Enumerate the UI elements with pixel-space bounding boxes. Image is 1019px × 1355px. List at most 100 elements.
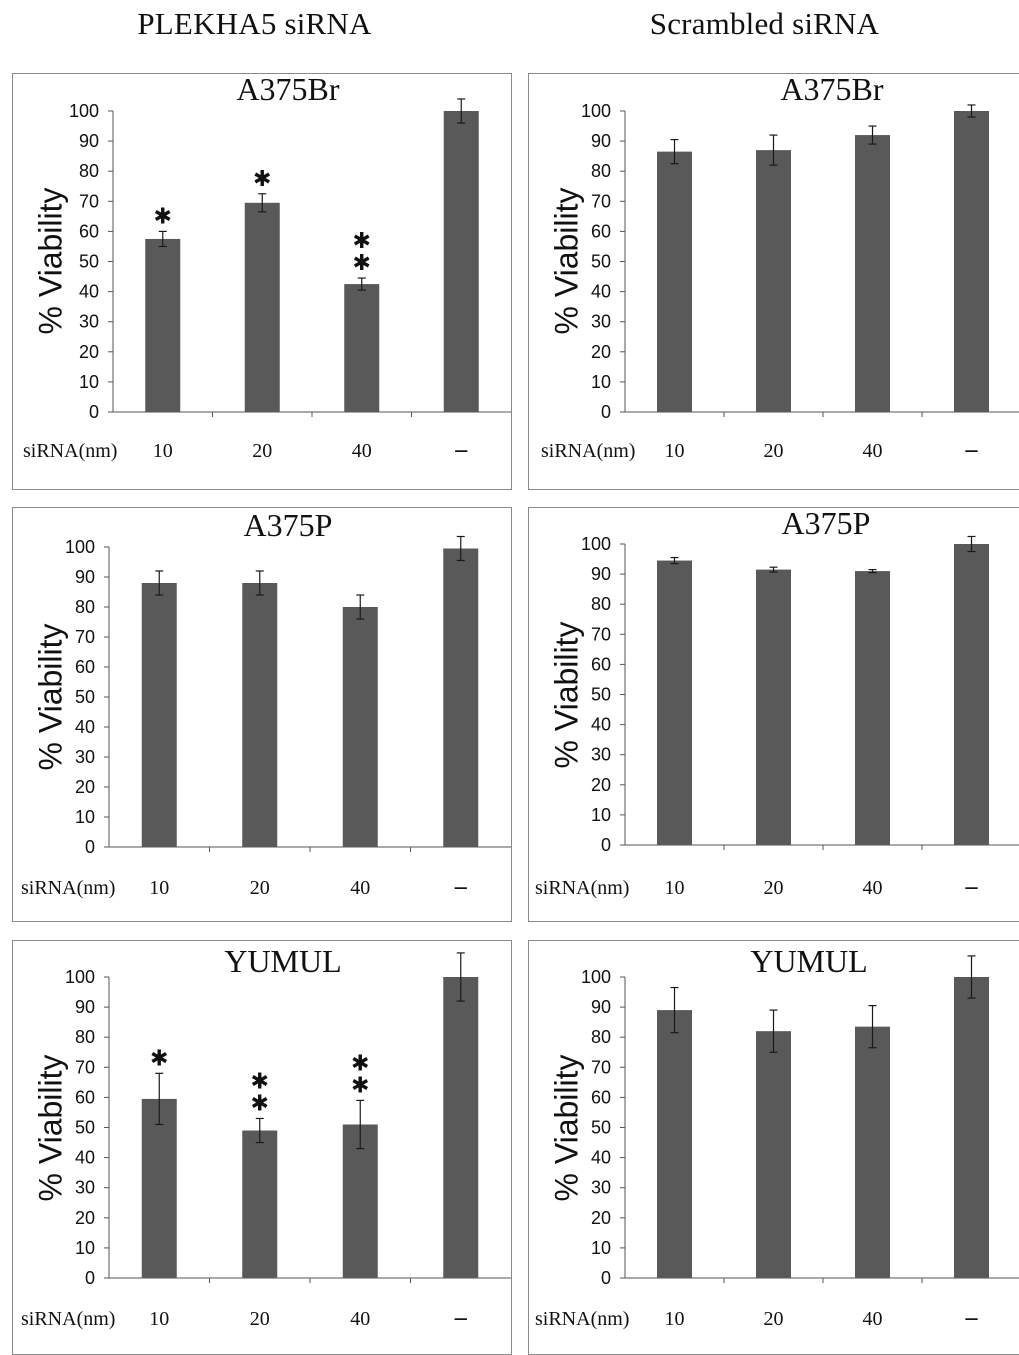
y-tick-label: 0 <box>601 1268 611 1288</box>
x-tick-label: – <box>454 437 468 463</box>
y-tick-label: 50 <box>591 252 611 272</box>
significance-asterisk: ✱ <box>351 1051 369 1076</box>
bar-yumul-control <box>443 977 479 1278</box>
y-tick-label: 90 <box>79 131 99 151</box>
x-tick-label: – <box>454 874 468 900</box>
chart-title: A375P <box>244 508 333 543</box>
y-tick-label: 40 <box>591 715 611 735</box>
y-tick-label: 80 <box>591 1027 611 1047</box>
bar-yumul-10 <box>141 1098 177 1278</box>
x-tick-label: – <box>454 1305 468 1331</box>
y-tick-label: 40 <box>75 717 95 737</box>
y-tick-label: 90 <box>591 564 611 584</box>
y-tick-label: 70 <box>591 624 611 644</box>
y-tick-label: 100 <box>581 967 611 987</box>
y-tick-label: 70 <box>591 191 611 211</box>
chart-title: A375Br <box>780 74 883 107</box>
chart-title: A375P <box>782 508 871 541</box>
y-tick-label: 30 <box>591 745 611 765</box>
chart-title: YUMUL <box>750 943 867 979</box>
y-tick-label: 100 <box>65 537 95 557</box>
column-header-plekha5: PLEKHA5 siRNA <box>137 6 372 41</box>
y-tick-label: 90 <box>591 997 611 1017</box>
x-tick-label: 10 <box>153 440 173 462</box>
y-tick-label: 10 <box>75 1238 95 1258</box>
x-axis-label: siRNA(nm) <box>535 877 629 899</box>
y-tick-label: 80 <box>75 597 95 617</box>
y-tick-label: 50 <box>591 1118 611 1138</box>
y-tick-label: 20 <box>591 775 611 795</box>
y-axis-label: % Viability <box>32 623 68 770</box>
x-axis-label: siRNA(nm) <box>21 877 115 899</box>
column-header-scrambled: Scrambled siRNA <box>649 6 880 41</box>
x-axis-label: siRNA(nm) <box>541 440 635 462</box>
y-tick-label: 100 <box>65 967 95 987</box>
y-tick-label: 50 <box>75 687 95 707</box>
y-tick-label: 40 <box>591 282 611 302</box>
bar-a375br-20 <box>756 150 791 412</box>
y-tick-label: 30 <box>75 1178 95 1198</box>
y-tick-label: 40 <box>75 1148 95 1168</box>
y-tick-label: 60 <box>75 1087 95 1107</box>
y-tick-label: 50 <box>75 1118 95 1138</box>
bar-yumul-10 <box>657 1010 692 1278</box>
y-tick-label: 90 <box>591 131 611 151</box>
y-tick-label: 50 <box>591 685 611 705</box>
y-axis-label: % Viability <box>32 1054 68 1201</box>
bar-a375br-10 <box>657 151 692 412</box>
x-tick-label: 20 <box>250 1308 270 1330</box>
bar-a375br-40 <box>855 135 890 412</box>
x-tick-label: 40 <box>863 440 883 462</box>
x-tick-label: 10 <box>665 440 685 462</box>
significance-asterisk: ✱ <box>253 167 271 192</box>
bar-chart-a375br-plekha5: A375Br % Viability 0 10 20 30 40 50 60 70 80 90 100 s… <box>23 74 511 463</box>
y-tick-label: 90 <box>75 567 95 587</box>
y-tick-label: 20 <box>75 777 95 797</box>
y-tick-label: 20 <box>79 342 99 362</box>
bar-yumul-40 <box>855 1026 890 1278</box>
significance-asterisk: ✱ <box>353 229 371 254</box>
y-tick-label: 20 <box>591 1208 611 1228</box>
y-tick-label: 30 <box>75 747 95 767</box>
x-tick-label: 20 <box>252 440 272 462</box>
x-axis-label: siRNA(nm) <box>23 440 117 462</box>
y-tick-label: 70 <box>75 1057 95 1077</box>
y-tick-label: 80 <box>75 1027 95 1047</box>
chart-panel-yumul-scrambled: YUMUL % Viability 0 10 20 30 40 50 60 70 80 90 100 si… <box>528 940 1019 1355</box>
bar-a375br-control <box>954 111 989 412</box>
y-tick-label: 100 <box>581 101 611 121</box>
significance-asterisk: ✱ <box>353 251 371 276</box>
y-tick-label: 40 <box>591 1148 611 1168</box>
x-axis-label: siRNA(nm) <box>535 1308 629 1330</box>
bar-a375p-10 <box>657 560 692 845</box>
y-axis-label: % Viability <box>548 621 584 768</box>
bar-yumul-40 <box>342 1124 378 1278</box>
y-tick-label: 90 <box>75 997 95 1017</box>
x-tick-label: 10 <box>665 877 685 899</box>
x-tick-label: 40 <box>352 440 372 462</box>
x-tick-label: 20 <box>764 440 784 462</box>
chart-panel-yumul-plekha5: YUMUL % Viability 0 10 20 30 40 50 60 70 80 90 100 si… <box>12 940 512 1355</box>
significance-asterisk: ✱ <box>251 1069 269 1094</box>
bar-chart-yumul-plekha5: YUMUL % Viability 0 10 20 30 40 50 60 70 80 90 100 si… <box>21 943 511 1331</box>
chart-title: YUMUL <box>224 943 341 979</box>
bar-a375p-40 <box>342 607 378 847</box>
y-tick-label: 60 <box>591 221 611 241</box>
chart-title: A375Br <box>236 74 339 107</box>
y-tick-label: 80 <box>591 594 611 614</box>
bar-chart-a375br-scrambled: A375Br % Viability 0 10 20 30 40 50 60 70 80 90 100 s… <box>541 74 1019 463</box>
significance-asterisk: ✱ <box>150 1046 168 1071</box>
y-tick-label: 70 <box>75 627 95 647</box>
x-tick-label: – <box>965 437 979 463</box>
y-tick-label: 20 <box>75 1208 95 1228</box>
chart-panel-a375br-scrambled: A375Br % Viability 0 10 20 30 40 50 60 70 80 90 100 s… <box>528 73 1019 490</box>
y-tick-label: 60 <box>591 1087 611 1107</box>
y-tick-label: 60 <box>591 654 611 674</box>
y-tick-label: 50 <box>79 252 99 272</box>
bar-a375p-control <box>954 544 989 845</box>
y-axis-label: % Viability <box>548 1054 584 1201</box>
x-axis-label: siRNA(nm) <box>21 1308 115 1330</box>
x-tick-label: 40 <box>863 1308 883 1330</box>
x-tick-label: 40 <box>350 877 370 899</box>
significance-asterisk: ✱ <box>351 1073 369 1098</box>
